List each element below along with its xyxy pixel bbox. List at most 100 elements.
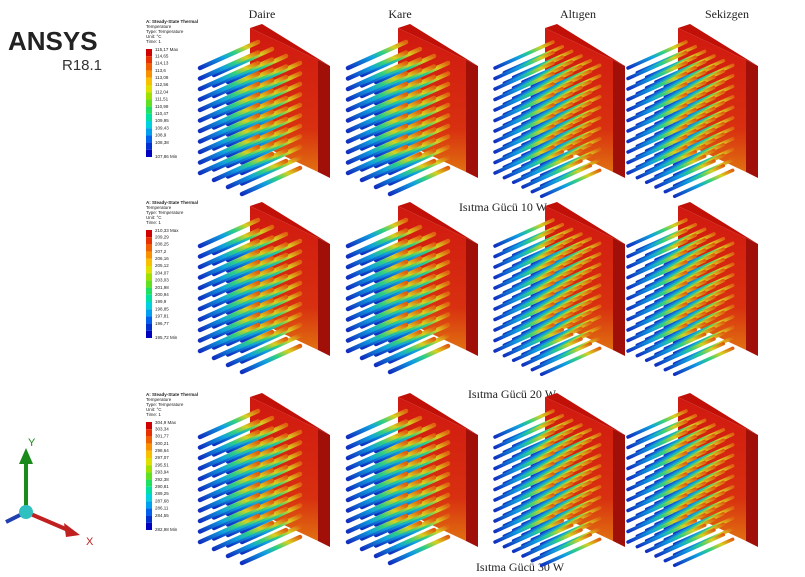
heat-sink bbox=[348, 24, 478, 194]
base-plate-side bbox=[318, 429, 330, 547]
legend: A: Steady-State ThermalTemperatureType: … bbox=[146, 392, 198, 532]
y-arrow-head bbox=[19, 448, 33, 464]
legend-swatch bbox=[146, 273, 152, 280]
legend-swatch bbox=[146, 143, 152, 150]
y-label: Y bbox=[28, 437, 36, 449]
legend-value: 113,08 bbox=[155, 75, 169, 80]
legend: A: Steady-State ThermalTemperatureType: … bbox=[146, 19, 198, 159]
heat-sink bbox=[200, 393, 330, 563]
legend-swatch bbox=[146, 316, 152, 323]
legend-value: 112,04 bbox=[155, 89, 169, 94]
legend-swatch bbox=[146, 244, 152, 251]
legend-value: 204,07 bbox=[155, 270, 169, 275]
legend-value: 298,64 bbox=[155, 448, 169, 453]
legend-value: 206,16 bbox=[155, 256, 169, 261]
legend-swatch bbox=[146, 436, 152, 443]
legend-value: 110,47 bbox=[155, 111, 169, 116]
legend-swatch bbox=[146, 444, 152, 451]
legend-swatch bbox=[146, 56, 152, 63]
logo-name: ANSYS bbox=[8, 26, 98, 56]
legend-value: 200,94 bbox=[155, 292, 169, 297]
legend-value: 114,13 bbox=[155, 61, 169, 66]
legend-swatch bbox=[146, 121, 152, 128]
legend-swatch bbox=[146, 99, 152, 106]
legend-value: 107,86 Min bbox=[155, 154, 178, 159]
legend-value: 112,56 bbox=[155, 82, 169, 87]
legend-value: 282,98 Min bbox=[155, 527, 178, 532]
base-plate-side bbox=[613, 429, 625, 547]
legend-value: 109,43 bbox=[155, 125, 169, 130]
base-plate-side bbox=[613, 238, 625, 356]
legend-value: 208,25 bbox=[155, 242, 169, 247]
legend-swatch bbox=[146, 252, 152, 259]
heat-sink bbox=[628, 202, 758, 374]
legend-value: 109,95 bbox=[155, 118, 169, 123]
heat-sink bbox=[628, 393, 758, 565]
legend-swatch bbox=[146, 85, 152, 92]
legend-value: 304,9 Max bbox=[155, 420, 177, 425]
legend-value: 286,11 bbox=[155, 506, 169, 511]
legend-swatch bbox=[146, 295, 152, 302]
legend-value: 196,77 bbox=[155, 321, 169, 326]
legend-value: 210,33 Max bbox=[155, 228, 179, 233]
legend-value: 284,55 bbox=[155, 513, 169, 518]
x-arrow-head bbox=[64, 523, 80, 537]
heat-sink bbox=[495, 24, 625, 196]
row-label: Isıtma Gücü 10 W bbox=[459, 200, 548, 214]
legend-value: 290,81 bbox=[155, 484, 169, 489]
legend-value: 198,85 bbox=[155, 306, 169, 311]
legend-swatch bbox=[146, 302, 152, 309]
legend-swatch bbox=[146, 71, 152, 78]
legend-line: Time: 1 bbox=[146, 39, 161, 44]
legend-swatch bbox=[146, 523, 152, 530]
origin bbox=[19, 505, 33, 519]
legend-value: 289,25 bbox=[155, 491, 169, 496]
heat-sink bbox=[495, 393, 625, 565]
legend-swatch bbox=[146, 150, 152, 157]
heat-sink bbox=[348, 202, 478, 372]
legend-swatch bbox=[146, 78, 152, 85]
legend-swatch bbox=[146, 135, 152, 142]
legend-swatch bbox=[146, 309, 152, 316]
legend-value: 297,07 bbox=[155, 455, 169, 460]
legend-value: 287,68 bbox=[155, 498, 169, 503]
legend-swatch bbox=[146, 429, 152, 436]
legend-swatch bbox=[146, 230, 152, 237]
legend-swatch bbox=[146, 508, 152, 515]
legend-value: 201,98 bbox=[155, 285, 169, 290]
legend-swatch bbox=[146, 472, 152, 479]
heat-sink bbox=[628, 24, 758, 196]
legend-value: 203,03 bbox=[155, 278, 169, 283]
heat-sink bbox=[200, 202, 330, 372]
base-plate-side bbox=[318, 60, 330, 178]
column-header: Kare bbox=[388, 7, 411, 21]
legend-value: 110,99 bbox=[155, 104, 169, 109]
legend-swatch bbox=[146, 501, 152, 508]
legend-swatch bbox=[146, 49, 152, 56]
legend-swatch bbox=[146, 92, 152, 99]
legend-value: 114,65 bbox=[155, 53, 169, 58]
base-plate-side bbox=[613, 60, 625, 178]
base-plate-side bbox=[746, 429, 758, 547]
legend-value: 115,17 Max bbox=[155, 47, 179, 52]
legend-value: 111,51 bbox=[155, 97, 169, 102]
axis-triad: Y X bbox=[6, 437, 94, 548]
legend-swatch bbox=[146, 331, 152, 338]
legend-value: 108,38 bbox=[155, 140, 169, 145]
legend-swatch bbox=[146, 458, 152, 465]
legend-value: 199,9 bbox=[155, 299, 167, 304]
logo-version: R18.1 bbox=[62, 57, 102, 74]
figure: ANSYS R18.1 Y X DaireKareAltıgenSekizgen… bbox=[0, 0, 805, 577]
base-plate-side bbox=[466, 60, 478, 178]
base-plate-side bbox=[318, 238, 330, 356]
legend-swatch bbox=[146, 494, 152, 501]
base-plate-side bbox=[746, 60, 758, 178]
legend-value: 292,38 bbox=[155, 477, 169, 482]
legend-swatch bbox=[146, 128, 152, 135]
legend-swatch bbox=[146, 324, 152, 331]
legend-swatch bbox=[146, 280, 152, 287]
legend-value: 293,94 bbox=[155, 470, 169, 475]
base-plate-side bbox=[466, 238, 478, 356]
legend-swatch bbox=[146, 480, 152, 487]
legend-value: 207,2 bbox=[155, 249, 167, 254]
